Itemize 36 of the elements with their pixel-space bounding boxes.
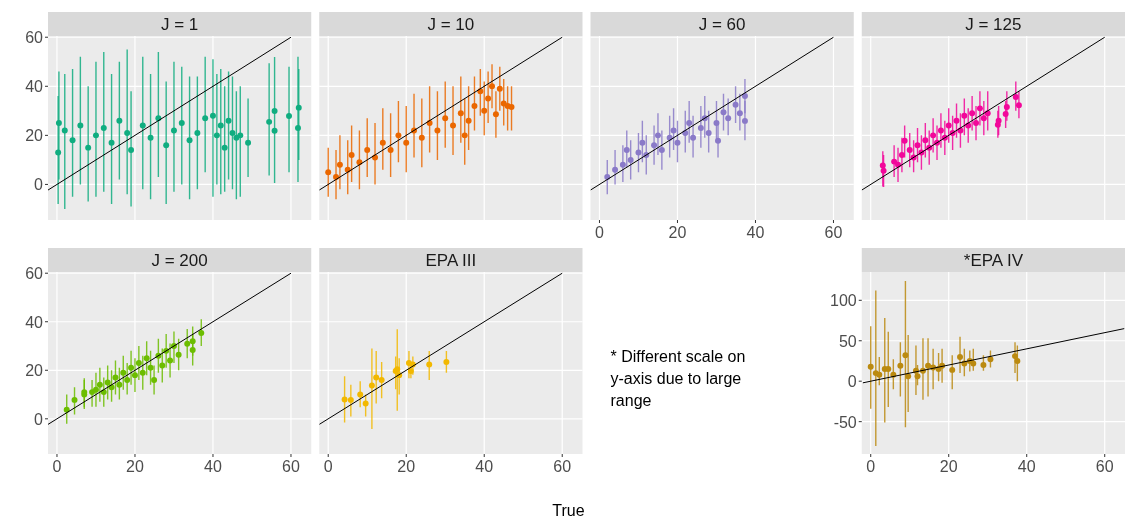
y-tick-label: 0 — [847, 373, 857, 391]
text: * Different scale on y-axis due to large range — [610, 348, 746, 409]
x-tick-label: 40 — [204, 458, 222, 475]
x-tick-label: 60 — [1095, 458, 1114, 475]
chart-title: J = 1 — [160, 15, 199, 34]
chart-title: *EPA IV — [963, 251, 1024, 270]
y-tick-label: 60 — [25, 265, 44, 283]
y-tick-label: 20 — [25, 127, 44, 145]
x-tick-label: 0 — [323, 458, 333, 475]
x-tick-label: 40 — [1017, 458, 1036, 475]
chart-title: J = 60 — [698, 15, 746, 34]
x-axis-title: True — [552, 502, 585, 519]
x-tick-label: 0 — [52, 458, 62, 475]
x-tick-label: 0 — [866, 458, 876, 475]
chart-title: J = 10 — [427, 15, 475, 34]
y-tick-label: 100 — [830, 292, 857, 310]
x-tick-label: 40 — [746, 224, 765, 241]
y-tick-label: 0 — [34, 176, 44, 194]
y-tick-label: 0 — [34, 410, 44, 428]
chart-title: EPA III — [425, 251, 477, 270]
x-tick-label: 20 — [126, 458, 144, 475]
y-tick-label: 20 — [25, 362, 44, 380]
x-tick-label: 20 — [939, 458, 958, 475]
y-tick-label: -50 — [833, 413, 857, 431]
y-tick-label: 60 — [25, 29, 44, 47]
x-tick-label: 60 — [553, 458, 572, 475]
y-tick-label: 50 — [838, 332, 857, 350]
chart-title: J = 200 — [151, 251, 208, 270]
y-tick-label: 40 — [25, 313, 44, 331]
chart-title: J = 125 — [965, 15, 1022, 34]
y-tick-label: 40 — [25, 78, 44, 96]
x-tick-label: 0 — [595, 224, 605, 241]
x-tick-label: 20 — [668, 224, 687, 241]
x-tick-label: 40 — [475, 458, 494, 475]
x-tick-label: 60 — [282, 458, 300, 475]
x-tick-label: 20 — [397, 458, 416, 475]
